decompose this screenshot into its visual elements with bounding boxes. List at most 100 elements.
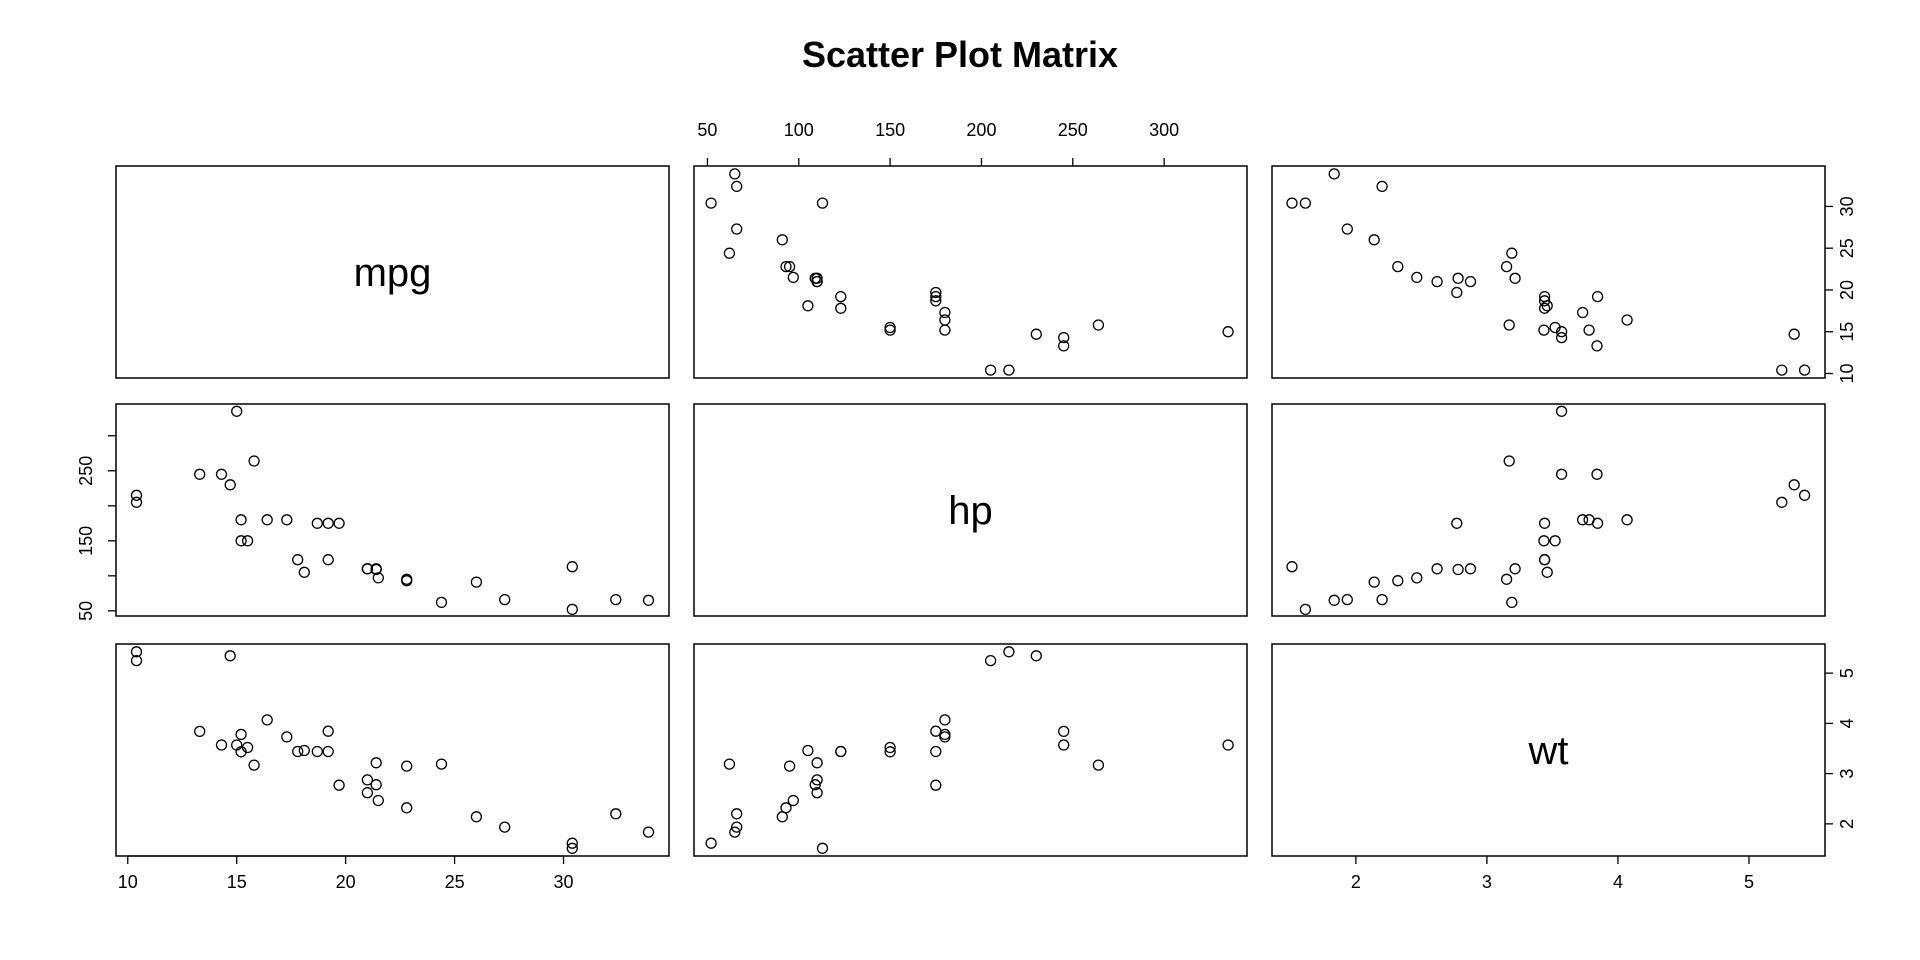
- x-axis-tick-label-mpg: 15: [227, 872, 247, 892]
- top-axis-tick-label-hp: 100: [784, 120, 814, 140]
- panel-mpg-mpg: [115, 165, 670, 379]
- data-point-wt-vs-hp: [705, 837, 717, 849]
- top-axis-tick-label-hp: 300: [1149, 120, 1179, 140]
- data-point-wt-vs-mpg: [281, 731, 293, 743]
- data-point-mpg-vs-wt: [1538, 290, 1551, 303]
- data-point-mpg-vs-hp: [723, 247, 736, 259]
- data-point-mpg-vs-wt: [1503, 319, 1515, 331]
- data-point-mpg-vs-hp: [1030, 328, 1042, 340]
- left-axis-tick-label-hp: 250: [76, 456, 96, 486]
- data-point-mpg-vs-wt: [1452, 272, 1464, 284]
- data-point-hp-vs-wt: [1576, 514, 1589, 526]
- data-point-hp-vs-mpg: [470, 576, 483, 588]
- data-point-hp-vs-wt: [1538, 554, 1551, 566]
- data-point-wt-vs-hp: [1222, 739, 1234, 751]
- panel-mpg-wt: [1271, 165, 1826, 379]
- data-point-mpg-vs-wt: [1776, 364, 1788, 376]
- right-axis-tick-label-wt: 3: [1837, 769, 1857, 779]
- data-point-hp-vs-mpg: [333, 517, 345, 529]
- data-point-hp-vs-mpg: [401, 573, 413, 585]
- data-point-mpg-vs-hp: [930, 286, 942, 299]
- top-axis-tick-label-hp: 200: [966, 120, 996, 140]
- data-point-mpg-vs-hp: [1058, 340, 1070, 352]
- data-point-hp-vs-mpg: [235, 535, 247, 547]
- data-point-mpg-vs-wt: [1431, 275, 1443, 288]
- data-point-mpg-vs-hp: [1092, 319, 1105, 331]
- data-point-hp-vs-wt: [1411, 572, 1423, 584]
- data-point-hp-vs-mpg: [372, 572, 384, 584]
- data-point-mpg-vs-wt: [1506, 247, 1518, 259]
- panel-wt-wt: [1271, 643, 1826, 857]
- data-point-wt-vs-hp: [1030, 650, 1042, 662]
- data-point-mpg-vs-hp: [930, 295, 942, 307]
- data-point-hp-vs-wt: [1392, 575, 1404, 587]
- data-point-wt-vs-hp: [1092, 759, 1105, 771]
- data-point-mpg-vs-hp: [776, 234, 788, 246]
- data-point-mpg-vs-wt: [1451, 286, 1463, 299]
- right-axis-tick-label-mpg: 30: [1837, 196, 1857, 216]
- data-point-wt-vs-mpg: [215, 739, 228, 751]
- data-point-hp-vs-mpg: [231, 405, 243, 417]
- data-point-hp-vs-mpg: [499, 593, 511, 606]
- right-axis-tick-label-mpg: 10: [1837, 363, 1857, 383]
- data-point-wt-vs-mpg: [322, 745, 334, 758]
- data-point-mpg-vs-wt: [1392, 260, 1404, 273]
- data-point-mpg-vs-hp: [939, 306, 951, 319]
- data-point-wt-vs-hp: [939, 714, 951, 726]
- data-point-mpg-vs-hp: [802, 300, 814, 312]
- data-point-mpg-vs-wt: [1576, 306, 1589, 319]
- data-point-hp-vs-wt: [1341, 593, 1353, 606]
- panel-hp-mpg: [115, 403, 670, 617]
- data-point-wt-vs-hp: [787, 794, 799, 807]
- data-point-wt-vs-mpg: [470, 811, 483, 823]
- data-point-wt-vs-mpg: [248, 759, 260, 771]
- data-point-mpg-vs-hp: [705, 197, 717, 209]
- data-point-wt-vs-hp: [723, 758, 736, 770]
- x-axis-tick-label-wt: 4: [1613, 872, 1623, 892]
- data-point-mpg-vs-hp: [930, 290, 942, 303]
- diagonal-label-wt: wt: [1528, 729, 1569, 773]
- data-point-mpg-vs-wt: [1591, 290, 1604, 303]
- x-axis-tick-label-mpg: 25: [445, 872, 465, 892]
- data-point-hp-vs-wt: [1591, 517, 1604, 529]
- data-point-wt-vs-hp: [939, 731, 951, 743]
- right-axis-tick-label-mpg: 20: [1837, 280, 1857, 300]
- data-point-wt-vs-mpg: [311, 745, 323, 758]
- data-point-wt-vs-mpg: [370, 779, 382, 791]
- data-point-wt-vs-hp: [802, 744, 814, 757]
- data-point-mpg-vs-wt: [1538, 302, 1551, 314]
- data-point-mpg-vs-hp: [835, 302, 847, 314]
- data-point-wt-vs-hp: [776, 811, 788, 823]
- left-axis-tick-label-hp: 150: [76, 526, 96, 556]
- data-point-mpg-vs-wt: [1368, 234, 1380, 246]
- data-point-hp-vs-wt: [1798, 489, 1811, 501]
- panel-hp-wt: [1271, 403, 1826, 617]
- data-point-wt-vs-mpg: [361, 787, 374, 799]
- data-point-wt-vs-hp: [811, 774, 823, 786]
- data-point-wt-vs-hp: [811, 757, 823, 769]
- data-point-mpg-vs-wt: [1538, 324, 1550, 336]
- data-point-wt-vs-hp: [731, 808, 743, 820]
- data-point-mpg-vs-wt: [1509, 272, 1521, 284]
- data-point-mpg-vs-hp: [816, 197, 829, 209]
- data-point-hp-vs-wt: [1555, 468, 1568, 480]
- data-point-hp-vs-mpg: [248, 455, 260, 467]
- data-point-hp-vs-wt: [1376, 593, 1388, 606]
- data-point-hp-vs-wt: [1503, 455, 1515, 467]
- data-point-mpg-vs-wt: [1286, 197, 1298, 209]
- data-point-wt-vs-mpg: [499, 821, 511, 833]
- data-point-wt-vs-mpg: [361, 774, 374, 786]
- data-point-wt-vs-mpg: [372, 794, 384, 807]
- data-point-hp-vs-mpg: [370, 563, 382, 576]
- right-axis-tick-label-wt: 5: [1837, 668, 1857, 678]
- data-point-mpg-vs-wt: [1555, 331, 1568, 344]
- data-point-mpg-vs-wt: [1376, 180, 1388, 193]
- data-point-wt-vs-mpg: [401, 760, 413, 772]
- data-point-hp-vs-mpg: [261, 514, 273, 526]
- data-point-wt-vs-mpg: [401, 802, 413, 814]
- data-point-mpg-vs-hp: [809, 272, 821, 284]
- data-point-wt-vs-mpg: [333, 779, 345, 791]
- data-point-wt-vs-mpg: [370, 757, 382, 769]
- data-point-mpg-vs-hp: [835, 290, 847, 303]
- data-point-hp-vs-wt: [1451, 517, 1463, 529]
